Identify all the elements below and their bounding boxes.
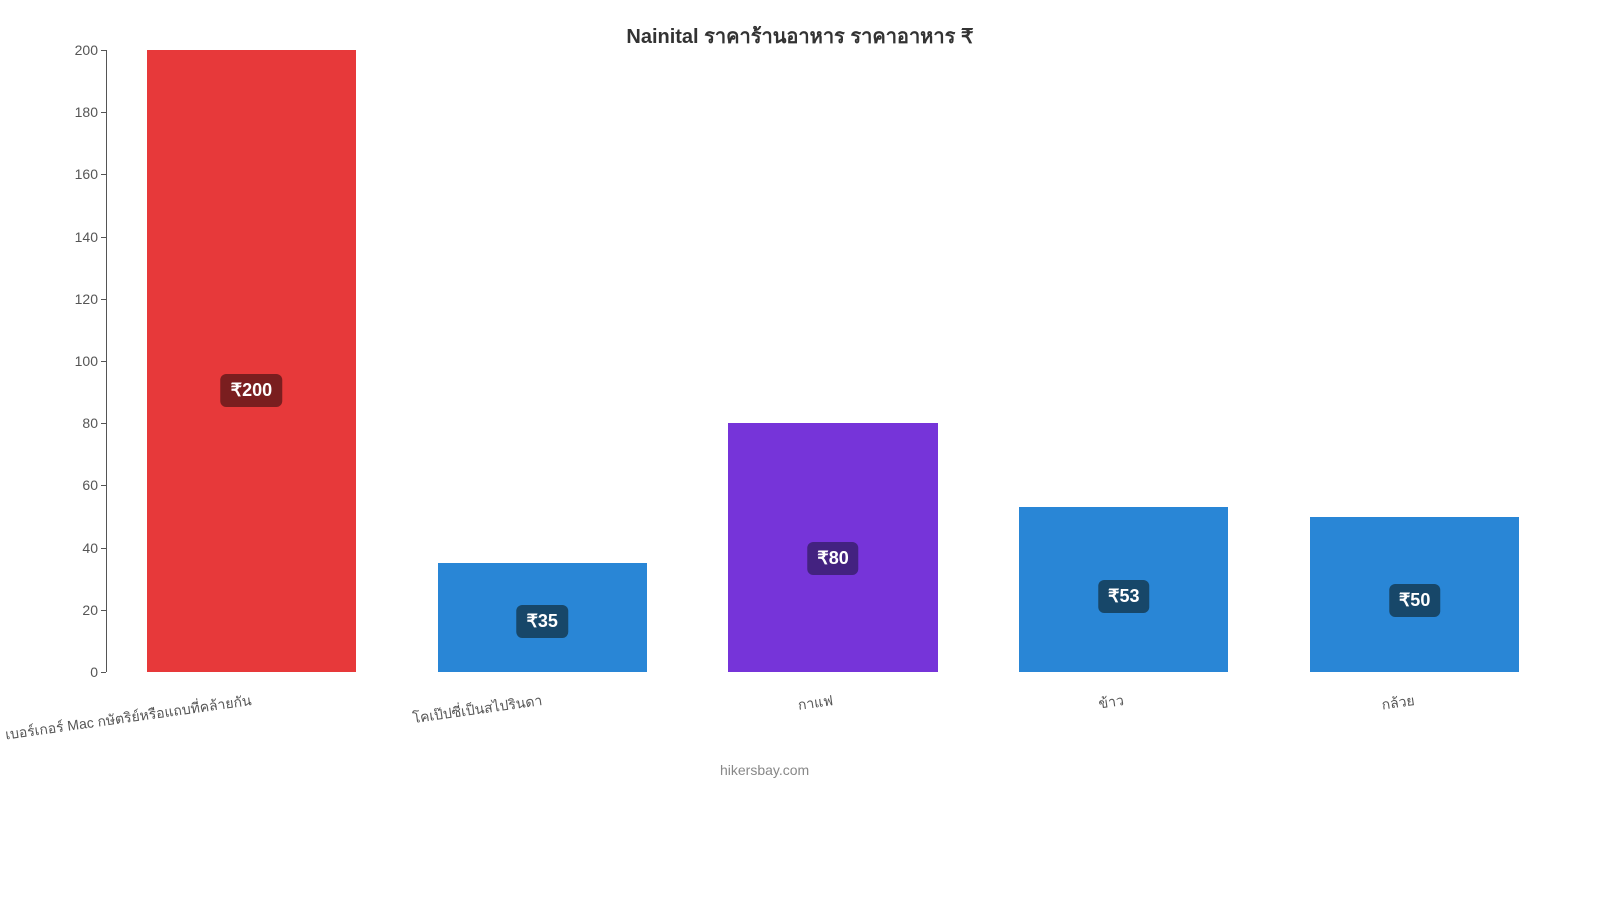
- y-tick-label: 120: [75, 291, 98, 307]
- bar-value-badge: ₹200: [221, 374, 282, 407]
- y-tick-mark: [101, 112, 106, 113]
- bar-value-badge: ₹35: [516, 605, 567, 638]
- y-axis-line: [106, 50, 107, 672]
- bar: ₹200: [147, 50, 356, 672]
- y-tick-label: 0: [90, 664, 98, 680]
- plot-area: ₹200 ₹35 ₹80 ₹53 ₹50: [106, 50, 1560, 672]
- y-tick-mark: [101, 237, 106, 238]
- y-tick-label: 160: [75, 166, 98, 182]
- bar-value-badge: ₹50: [1389, 584, 1440, 617]
- bar: ₹35: [438, 563, 647, 672]
- y-tick-label: 60: [82, 477, 98, 493]
- y-tick-mark: [101, 610, 106, 611]
- bar-value-badge: ₹80: [807, 542, 858, 575]
- y-tick-label: 20: [82, 602, 98, 618]
- y-tick-mark: [101, 672, 106, 673]
- y-tick-label: 80: [82, 415, 98, 431]
- bar: ₹53: [1019, 507, 1228, 672]
- y-tick-mark: [101, 174, 106, 175]
- chart-title: Nainital ราคาร้านอาหาร ราคาอาหาร ₹: [0, 20, 1600, 52]
- y-tick-mark: [101, 361, 106, 362]
- y-tick-mark: [101, 299, 106, 300]
- y-tick-mark: [101, 485, 106, 486]
- y-tick-label: 40: [82, 540, 98, 556]
- y-tick-label: 180: [75, 104, 98, 120]
- y-tick-mark: [101, 50, 106, 51]
- bar: ₹50: [1310, 517, 1519, 673]
- bar: ₹80: [728, 423, 937, 672]
- y-tick-mark: [101, 423, 106, 424]
- y-tick-label: 140: [75, 229, 98, 245]
- bar-value-badge: ₹53: [1098, 580, 1149, 613]
- y-tick-label: 200: [75, 42, 98, 58]
- y-tick-mark: [101, 548, 106, 549]
- y-tick-label: 100: [75, 353, 98, 369]
